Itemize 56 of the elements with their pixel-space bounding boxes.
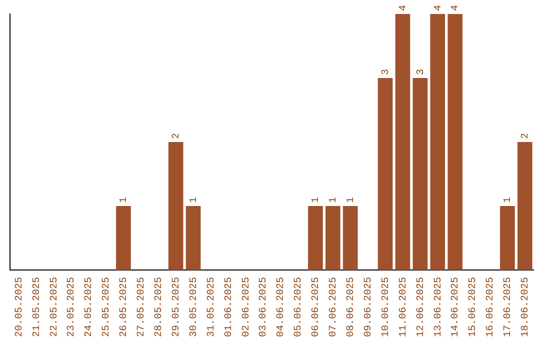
x-tick-label: 23.05.2025 (66, 276, 78, 338)
data-label: 3 (380, 68, 392, 75)
x-tick-label: 30.05.2025 (188, 276, 200, 338)
x-tick-label: 29.05.2025 (171, 276, 182, 338)
bar (500, 206, 515, 270)
x-tick-label: 12.06.2025 (416, 276, 427, 338)
bar (325, 206, 340, 270)
bar (430, 14, 446, 270)
data-label: 1 (119, 196, 130, 203)
data-label: 1 (328, 196, 340, 203)
x-tick-label: 27.05.2025 (136, 276, 148, 338)
x-tick-label: 06.06.2025 (311, 276, 322, 338)
data-label: 4 (433, 4, 444, 11)
data-label: 2 (520, 132, 532, 139)
x-tick-label: 03.06.2025 (258, 276, 270, 338)
x-tick-label: 31.05.2025 (206, 276, 218, 338)
x-tick-label: 21.05.2025 (32, 276, 43, 338)
bar (448, 14, 462, 270)
bar (168, 142, 184, 270)
x-tick-label: 11.06.2025 (398, 276, 410, 338)
x-tick-label: 13.06.2025 (433, 276, 444, 338)
data-label: 1 (503, 196, 514, 203)
data-label: 3 (416, 68, 427, 75)
x-tick-label: 28.05.2025 (154, 276, 165, 338)
data-label: 2 (171, 132, 182, 139)
x-tick-label: 26.05.2025 (119, 276, 130, 338)
x-tick-label: 22.05.2025 (49, 276, 60, 338)
data-label: 4 (398, 4, 410, 11)
data-label: 1 (188, 196, 200, 203)
x-tick-label: 25.05.2025 (102, 276, 113, 338)
x-tick-label: 02.06.2025 (241, 276, 252, 338)
x-tick-label: 10.06.2025 (380, 276, 392, 338)
x-tick-label: 09.06.2025 (363, 276, 374, 338)
data-label: 4 (450, 4, 462, 11)
bar (395, 14, 410, 270)
x-tick-label: 08.06.2025 (346, 276, 357, 338)
x-tick-label: 01.06.2025 (224, 276, 235, 338)
bar (308, 206, 323, 270)
x-tick-label: 14.06.2025 (450, 276, 462, 338)
data-label: 1 (346, 196, 357, 203)
x-tick-label: 07.06.2025 (328, 276, 340, 338)
bar (342, 206, 358, 270)
x-tick-label: 16.06.2025 (486, 276, 497, 338)
x-tick-label: 17.06.2025 (503, 276, 514, 338)
x-tick-label: 18.06.2025 (520, 276, 532, 338)
data-label: 1 (311, 196, 322, 203)
x-tick-label: 24.05.2025 (84, 276, 96, 338)
bar (186, 206, 201, 270)
bar (378, 78, 393, 270)
x-tick-label: 04.06.2025 (276, 276, 288, 338)
bar (412, 78, 428, 270)
x-tick-label: 20.05.2025 (14, 276, 26, 338)
bar (517, 142, 532, 270)
x-tick-label: 05.06.2025 (294, 276, 305, 338)
bar (116, 206, 131, 270)
x-tick-label: 15.06.2025 (468, 276, 480, 338)
